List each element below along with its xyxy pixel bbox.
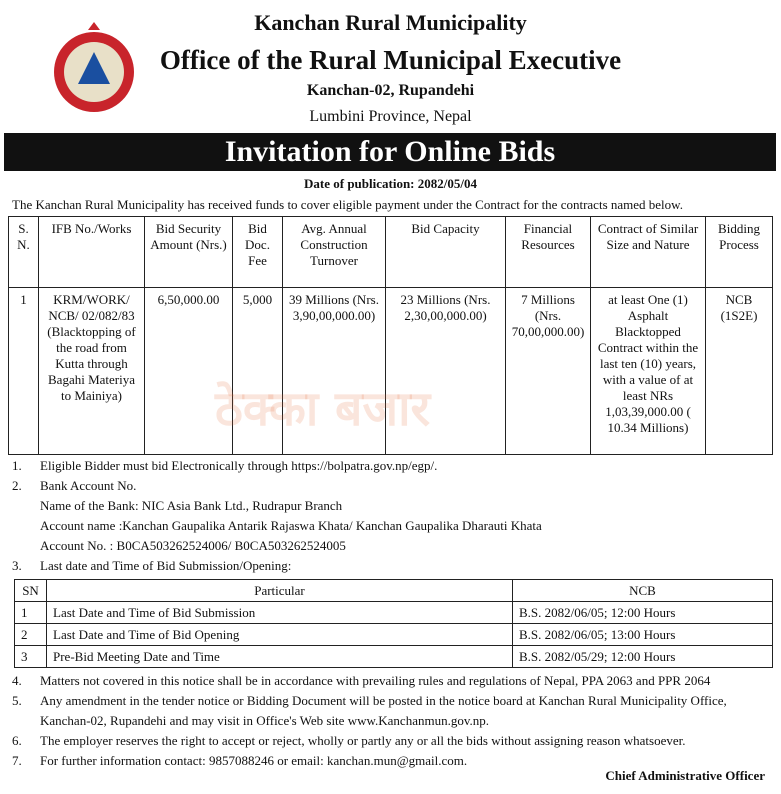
column-header: NCB xyxy=(512,579,773,602)
note-text: Matters not covered in this notice shall… xyxy=(40,673,711,688)
column-header: Bid Capacity xyxy=(385,216,506,288)
note-text: Last date and Time of Bid Submission/Ope… xyxy=(40,558,292,573)
column-header: Particular xyxy=(46,579,513,602)
column-header: IFB No./Works xyxy=(38,216,145,288)
watermark: ठेक्का बजार xyxy=(215,381,431,437)
note-text: Any amendment in the tender notice or Bi… xyxy=(40,693,727,728)
province: Lumbini Province, Nepal xyxy=(309,108,472,125)
banner: Invitation for Online Bids xyxy=(4,133,776,171)
note-number: 6. xyxy=(12,733,22,748)
header-row: S. N. IFB No./Works Bid Security Amount (N… xyxy=(8,216,773,288)
cell: 5,000 xyxy=(232,287,283,455)
schedule-table: SN Particular NCB 1 Last Date and Time of Bi… xyxy=(14,579,773,668)
column-header: Bidding Process xyxy=(705,216,773,288)
column-header: Bid Doc. Fee xyxy=(232,216,283,288)
cell: B.S. 2082/05/29; 12:00 Hours xyxy=(512,645,773,668)
cell: KRM/WORK/ NCB/ 02/082/83 (Blacktopping o… xyxy=(38,287,145,455)
row: 1 KRM/WORK/ NCB/ 02/082/83 (Blacktopping … xyxy=(8,287,773,455)
row: 3 Pre-Bid Meeting Date and Time B.S. 2082/… xyxy=(14,645,773,668)
column-header: Financial Resources xyxy=(505,216,591,288)
column-header: S. N. xyxy=(8,216,39,288)
header-row: SN Particular NCB xyxy=(14,579,773,602)
note-line: Account No. : B0CA503262524006/ B0CA5032… xyxy=(40,538,346,553)
column-header: SN xyxy=(14,579,47,602)
intro: The Kanchan Rural Municipality has recei… xyxy=(12,197,683,212)
signature: Chief Administrative Officer xyxy=(605,768,765,783)
note-text: Eligible Bidder must bid Electronically … xyxy=(40,458,438,473)
note: 4. Matters not covered in this notice sha… xyxy=(12,671,772,691)
note-line: Name of the Bank: NIC Asia Bank Ltd., Ru… xyxy=(40,498,343,513)
note: 6. The employer reserves the right to acc… xyxy=(12,731,772,751)
cell: NCB (1S2E) xyxy=(705,287,773,455)
cell: B.S. 2082/06/05; 13:00 Hours xyxy=(512,623,773,646)
cell: 39 Millions (Nrs. 3,90,00,000.00) xyxy=(282,287,386,455)
cell: 6,50,000.00 xyxy=(144,287,233,455)
cell: 3 xyxy=(14,645,47,668)
note-number: 2. xyxy=(12,478,22,493)
note: 7. For further information contact: 98570… xyxy=(12,751,772,771)
note-text: The employer reserves the right to accep… xyxy=(40,733,686,748)
row: 2 Last Date and Time of Bid Opening B.S. 2… xyxy=(14,623,773,646)
note-text: Bank Account No. xyxy=(40,478,137,493)
cell: Pre-Bid Meeting Date and Time xyxy=(46,645,513,668)
note: 1. Eligible Bidder must bid Electronicall… xyxy=(12,456,772,476)
row: 1 Last Date and Time of Bid Submission B.S… xyxy=(14,601,773,624)
note: 2. Bank Account No. xyxy=(12,476,772,496)
column-header: Avg. Annual Construction Turnover xyxy=(282,216,386,288)
municipality: Kanchan Rural Municipality xyxy=(254,10,527,35)
note-text: For further information contact: 9857088… xyxy=(40,753,468,768)
cell: 2 xyxy=(14,623,47,646)
column-header: Bid Security Amount (Nrs.) xyxy=(144,216,233,288)
note-line: Account name :Kanchan Gaupalika Antarik … xyxy=(40,518,542,533)
cell: 1 xyxy=(8,287,39,455)
cell: 1 xyxy=(14,601,47,624)
cell: Last Date and Time of Bid Submission xyxy=(46,601,513,624)
notes: 1. Eligible Bidder must bid Electronicall… xyxy=(12,456,773,771)
address: Kanchan-02, Rupandehi xyxy=(306,82,475,99)
note: 5. Any amendment in the tender notice or … xyxy=(12,691,772,731)
cell: at least One (1) Asphalt Blacktopped Con… xyxy=(590,287,706,455)
emblem xyxy=(54,22,134,112)
cell: B.S. 2082/06/05; 12:00 Hours xyxy=(512,601,773,624)
cell: Last Date and Time of Bid Opening xyxy=(46,623,513,646)
cell: 7 Millions (Nrs. 70,00,000.00) xyxy=(505,287,591,455)
column-header: Contract of Similar Size and Nature xyxy=(590,216,706,288)
office: Office of the Rural Municipal Executive xyxy=(159,45,622,75)
publication-date: Date of publication: 2082/05/04 xyxy=(304,176,477,191)
note-number: 7. xyxy=(12,753,22,768)
note-number: 5. xyxy=(12,693,22,708)
note: 3. Last date and Time of Bid Submission/O… xyxy=(12,556,772,576)
note-number: 3. xyxy=(12,558,22,573)
cell: 23 Millions (Nrs. 2,30,00,000.00) xyxy=(385,287,506,455)
note-number: 4. xyxy=(12,673,22,688)
bids-table: S. N. IFB No./Works Bid Security Amount (N… xyxy=(8,216,773,455)
emblem-flag xyxy=(78,52,110,84)
emblem-top xyxy=(88,22,100,30)
note-number: 1. xyxy=(12,458,22,473)
